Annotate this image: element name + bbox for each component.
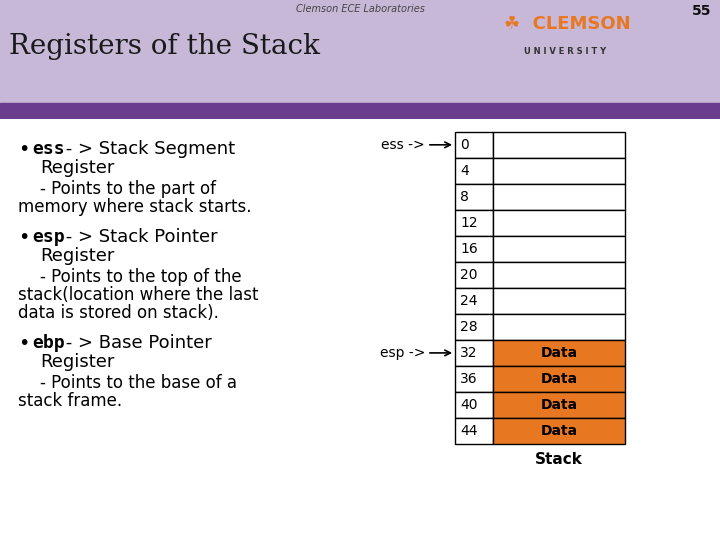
Bar [493,418,625,444]
Bar [455,158,493,184]
Text: - Points to the part of: - Points to the part of [40,180,216,198]
Text: data is stored on stack).: data is stored on stack). [18,304,219,322]
Text: - > Stack Segment: - > Stack Segment [60,140,235,158]
Text: Clemson ECE Laboratories: Clemson ECE Laboratories [296,4,424,14]
Bar [455,418,493,444]
Text: 12: 12 [460,216,477,230]
Bar [455,366,493,392]
Bar [455,262,493,288]
Bar [455,184,493,210]
Bar [493,392,625,418]
Bar [493,132,625,158]
Text: Register: Register [40,247,114,265]
Text: memory where stack starts.: memory where stack starts. [18,198,251,216]
Text: ebp: ebp [32,334,65,352]
Text: - > Stack Pointer: - > Stack Pointer [60,228,217,246]
Bar [493,262,625,288]
Text: ☘  CLEMSON: ☘ CLEMSON [504,15,631,33]
Text: esp ->: esp -> [379,346,425,360]
Bar [455,288,493,314]
Text: ess ->: ess -> [382,138,425,152]
Bar [493,366,625,392]
Bar [455,392,493,418]
Text: 0: 0 [460,138,469,152]
Bar [455,210,493,236]
Bar [493,184,625,210]
Text: - Points to the base of a: - Points to the base of a [40,374,237,392]
Text: - > Base Pointer: - > Base Pointer [60,334,212,352]
Text: •: • [18,228,30,247]
Text: Register: Register [40,353,114,371]
Text: Data: Data [541,346,577,360]
Text: esp: esp [32,228,65,246]
Text: 40: 40 [460,398,477,412]
Text: Data: Data [541,398,577,412]
Text: 20: 20 [460,268,477,282]
Text: ess: ess [32,140,65,158]
Text: Stack: Stack [535,452,583,467]
Bar [0,103,720,119]
Text: 44: 44 [460,424,477,438]
Text: 24: 24 [460,294,477,308]
Text: Register: Register [40,159,114,177]
Text: 28: 28 [460,320,477,334]
Text: Registers of the Stack: Registers of the Stack [9,33,320,60]
Bar [455,314,493,340]
Text: 55: 55 [692,4,711,18]
Bar [455,340,493,366]
Text: •: • [18,334,30,353]
Bar [493,340,625,366]
Bar [455,132,493,158]
Bar [493,158,625,184]
Text: stack frame.: stack frame. [18,392,122,410]
Bar [493,236,625,262]
Bar [455,236,493,262]
Text: stack(location where the last: stack(location where the last [18,286,258,304]
Text: 16: 16 [460,242,478,256]
Text: 4: 4 [460,164,469,178]
Bar [493,288,625,314]
Text: 32: 32 [460,346,477,360]
Text: Data: Data [541,424,577,438]
Text: 36: 36 [460,372,477,386]
Text: U N I V E R S I T Y: U N I V E R S I T Y [524,46,606,56]
Bar [493,314,625,340]
Text: •: • [18,140,30,159]
Text: - Points to the top of the: - Points to the top of the [40,268,242,286]
Text: Data: Data [541,372,577,386]
Text: 8: 8 [460,190,469,204]
Bar [493,210,625,236]
